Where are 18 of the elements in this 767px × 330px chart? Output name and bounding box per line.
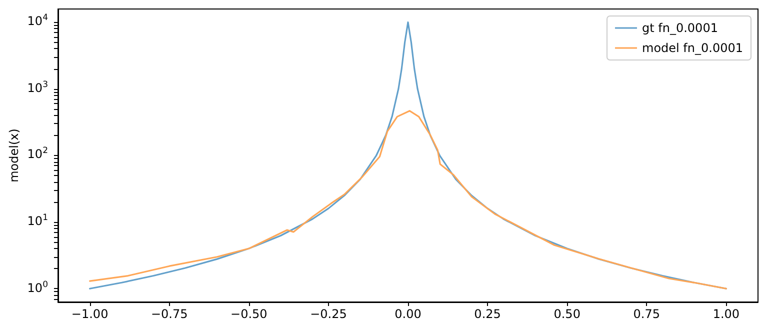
x-tick-label: −0.50 — [230, 307, 268, 321]
x-tick-label: −0.75 — [150, 307, 188, 321]
y-tick-label: 10$^{1}$ — [27, 213, 48, 230]
legend-label: gt fn_0.0001 — [642, 21, 718, 35]
y-tick-label: 10$^{4}$ — [27, 13, 48, 30]
x-tick-label: 0.00 — [394, 307, 422, 321]
x-tick-label: −1.00 — [71, 307, 108, 321]
x-tick-label: 0.50 — [554, 307, 580, 321]
x-tick-label: 0.25 — [474, 307, 501, 321]
y-tick-label: 10$^{2}$ — [27, 146, 48, 164]
y-axis-title: model(x) — [7, 128, 21, 182]
x-tick-label: −0.25 — [310, 307, 347, 321]
line-series — [89, 110, 727, 290]
legend-label: model fn_0.0001 — [642, 41, 743, 55]
x-tick-label: 1.00 — [712, 307, 740, 321]
y-tick-label: 10$^{0}$ — [27, 280, 48, 297]
y-tick-label: 10$^{3}$ — [27, 80, 48, 97]
x-tick-label: 0.75 — [633, 307, 660, 321]
